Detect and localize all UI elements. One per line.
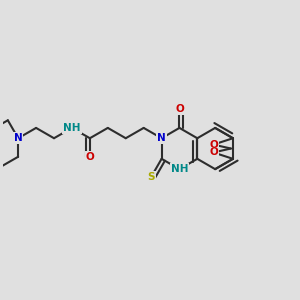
Text: N: N	[157, 133, 166, 143]
Text: O: O	[175, 104, 184, 114]
Text: O: O	[209, 140, 218, 150]
Text: NH: NH	[63, 123, 81, 133]
Text: O: O	[85, 152, 94, 162]
Text: NH: NH	[171, 164, 188, 174]
Text: N: N	[14, 133, 22, 143]
Text: O: O	[209, 148, 218, 158]
Text: S: S	[148, 172, 155, 182]
